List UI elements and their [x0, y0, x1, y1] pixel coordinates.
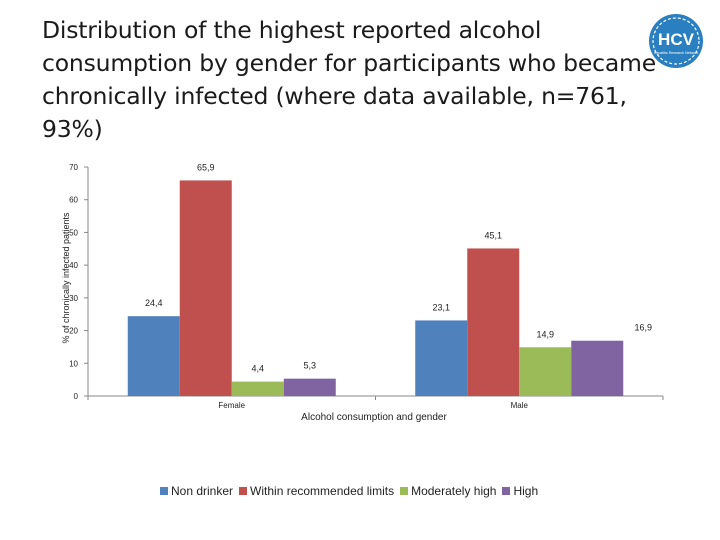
data-label: 5,3 [303, 361, 316, 371]
data-label: 23,1 [432, 302, 450, 312]
legend-item: High [502, 484, 538, 498]
y-axis-label: % of chronically infected patients [61, 212, 71, 344]
x-axis-label: Alcohol consumption and gender [301, 412, 447, 423]
y-tick-label: 0 [74, 392, 79, 401]
data-label: 24,4 [145, 298, 163, 308]
y-tick-label: 60 [69, 196, 78, 205]
legend-swatch [160, 487, 168, 495]
legend-swatch [239, 487, 248, 495]
bar [127, 316, 180, 396]
legend-item: Within recommended limits [239, 484, 394, 498]
legend-label: Non drinker [171, 484, 234, 498]
legend-item: Moderately high [400, 484, 496, 498]
legend-swatch [502, 487, 511, 495]
bar-chart: 0 10 20 30 40 50 60 70 Female 24,4 65,9 4,4 5,3 Male… [61, 162, 664, 423]
hcv-logo-icon: HCV Hepatitis Research Network [649, 14, 703, 68]
hcv-logo: HCV Hepatitis Research Network [647, 12, 705, 75]
y-tick-label: 30 [69, 294, 78, 303]
data-label: 14,9 [536, 329, 554, 339]
y-tick-label: 70 [69, 163, 78, 172]
bar [571, 340, 624, 396]
bar [231, 381, 284, 396]
chart-legend: Non drinker Within recommended limits Mode… [160, 484, 544, 498]
data-label: 16,9 [634, 323, 652, 333]
x-tick-label: Female [218, 401, 245, 410]
legend-swatch [400, 487, 409, 495]
bar [283, 378, 336, 396]
legend-label: Moderately high [411, 484, 497, 498]
legend-label: Within recommended limits [250, 484, 395, 498]
legend-item: Non drinker [160, 484, 233, 498]
y-tick-label: 40 [69, 261, 78, 270]
bar [179, 180, 232, 396]
bar [519, 347, 572, 396]
y-tick-label: 50 [69, 228, 78, 237]
x-tick-label: Male [511, 401, 529, 410]
y-tick-label: 10 [69, 359, 78, 368]
bar [415, 320, 468, 396]
logo-text: HCV [658, 30, 695, 49]
data-label: 45,1 [484, 230, 502, 240]
legend-label: High [513, 484, 539, 498]
chart-title: Distribution of the highest reported alc… [42, 16, 656, 143]
logo-subtext: Hepatitis Research Network [654, 51, 699, 55]
bar [467, 248, 520, 396]
data-label: 65,9 [197, 162, 215, 172]
data-label: 4,4 [251, 364, 264, 374]
y-tick-label: 20 [69, 327, 78, 336]
